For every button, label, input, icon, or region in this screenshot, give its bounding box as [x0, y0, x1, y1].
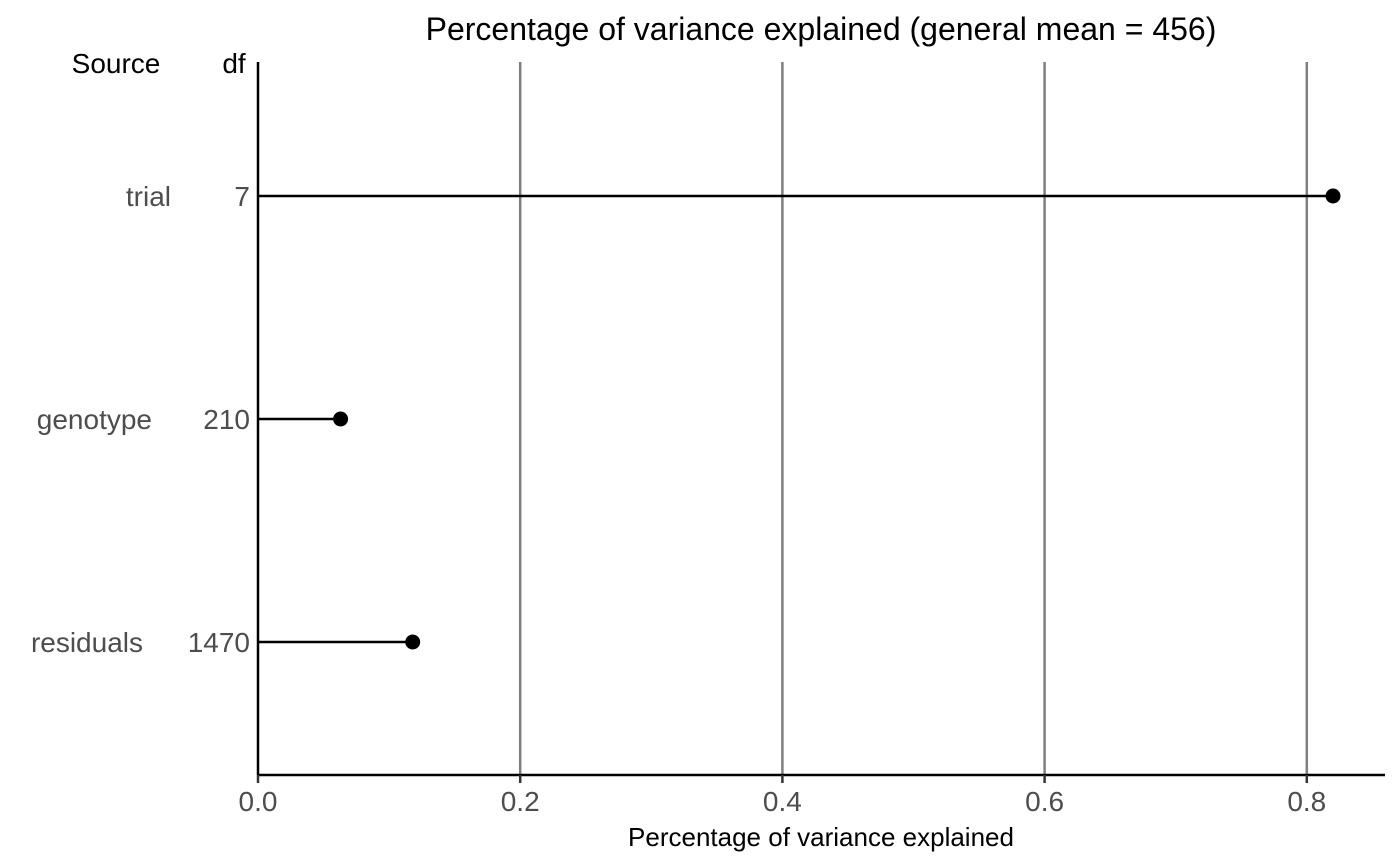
axes [256, 62, 1385, 777]
x-tick-label-3: 0.6 [1025, 786, 1064, 817]
x-tick-label-1: 0.2 [501, 786, 540, 817]
source-label-residuals: residuals [31, 627, 143, 658]
data-marks [258, 188, 1341, 650]
row-labels: trial 7 genotype 210 residuals 1470 [31, 181, 250, 658]
source-label-genotype: genotype [37, 404, 152, 435]
x-tick-label-0: 0.0 [239, 786, 278, 817]
point-trial [1325, 188, 1341, 204]
grid-lines [518, 62, 1309, 775]
x-ticks: 0.0 0.2 0.4 0.6 0.8 [239, 775, 1326, 817]
chart-title: Percentage of variance explained (genera… [426, 11, 1217, 47]
source-column-header: Source [72, 48, 161, 79]
x-tick-label-2: 0.4 [763, 786, 802, 817]
df-label-trial: 7 [234, 181, 250, 212]
df-label-genotype: 210 [203, 404, 250, 435]
point-genotype [333, 411, 349, 427]
source-label-trial: trial [126, 181, 171, 212]
x-axis-label: Percentage of variance explained [628, 822, 1014, 852]
df-label-residuals: 1470 [188, 627, 250, 658]
df-column-header: df [222, 48, 246, 79]
x-tick-label-4: 0.8 [1287, 786, 1326, 817]
point-residuals [405, 634, 421, 650]
